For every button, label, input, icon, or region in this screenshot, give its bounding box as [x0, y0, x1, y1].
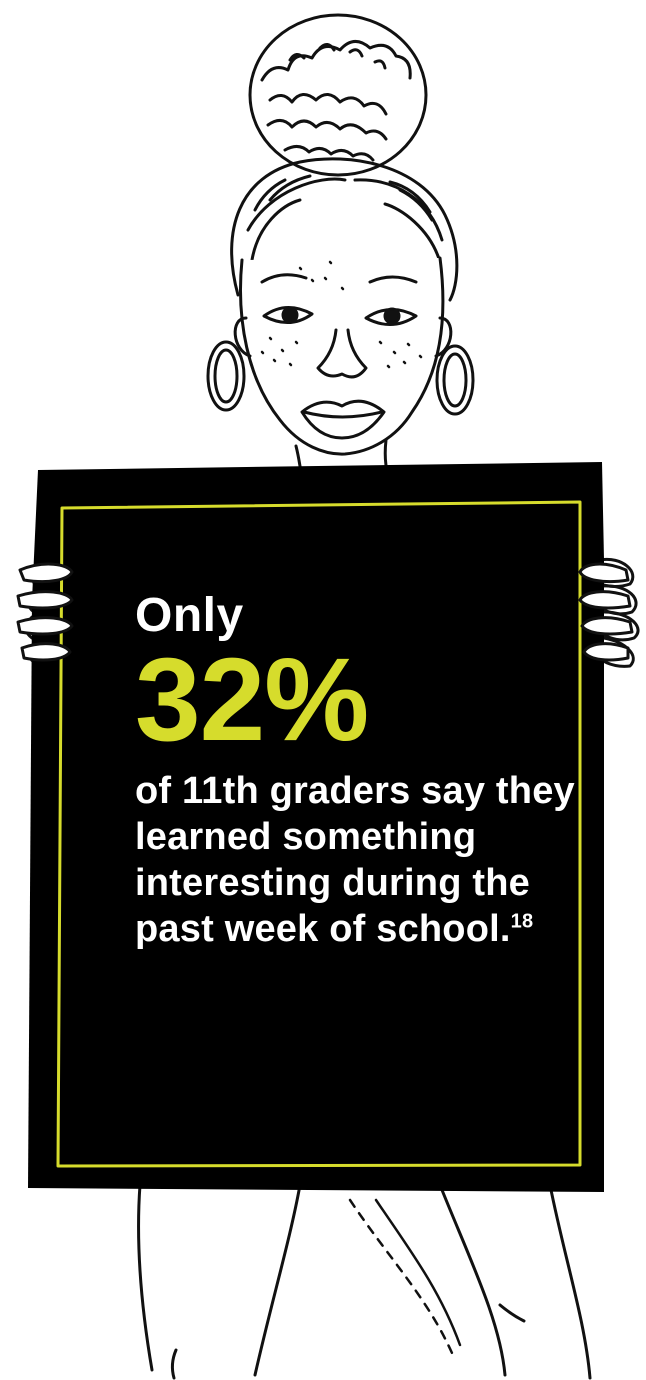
sign-board — [28, 462, 604, 1192]
sign-statement: of 11th graders say they learned somethi… — [135, 768, 575, 952]
right-earring-icon — [435, 344, 475, 416]
left-earring-inner — [213, 348, 239, 404]
footnote-marker: 18 — [510, 910, 534, 933]
left-fingertips — [18, 562, 74, 584]
left-ear — [233, 316, 252, 358]
nose — [316, 328, 368, 379]
hair — [230, 157, 459, 302]
legs — [137, 1183, 592, 1380]
right-eyebrow — [368, 275, 418, 284]
right-ear — [434, 316, 453, 358]
hair-bun — [248, 13, 428, 177]
sign-statistic: 32% — [135, 634, 369, 766]
right-earring-inner — [442, 352, 468, 408]
left-earring-icon — [206, 340, 246, 412]
sign-inner-border — [56, 500, 582, 1168]
freckles — [260, 260, 423, 369]
sign-statement-text: of 11th graders say they learned somethi… — [135, 770, 575, 950]
sign-message: Only 32% of 11th graders say they learne… — [135, 590, 575, 952]
left-eyebrow — [260, 273, 308, 284]
sign-lead-text: Only — [135, 589, 244, 642]
lips — [300, 399, 386, 440]
right-fingertips — [578, 562, 630, 584]
